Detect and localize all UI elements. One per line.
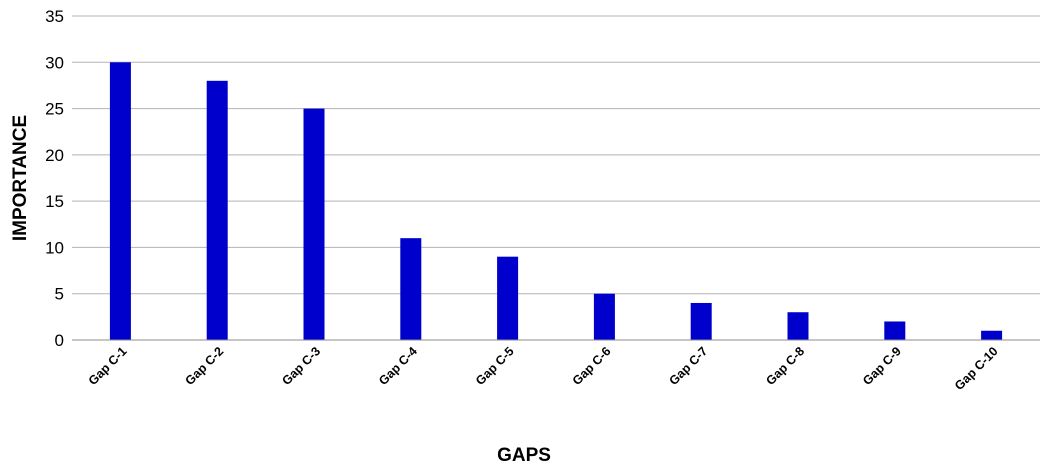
y-tick-label: 35 [45, 7, 64, 26]
x-tick-label: Gap C-7 [667, 344, 711, 388]
bar [400, 238, 422, 340]
y-tick-label: 0 [55, 331, 64, 350]
bar [497, 256, 519, 340]
gridlines [72, 15, 1040, 295]
y-tick-label: 25 [45, 100, 64, 119]
x-axis-title: GAPS [497, 445, 551, 466]
x-tick-label: Gap C-8 [763, 344, 807, 388]
bars [109, 62, 1003, 341]
y-tick-label: 20 [45, 146, 64, 165]
bar [787, 312, 809, 340]
x-tick-label: Gap C-1 [86, 344, 130, 388]
bar [303, 108, 325, 340]
x-tick-label: Gap C-10 [952, 344, 1001, 393]
x-tick-label: Gap C-9 [860, 344, 904, 388]
y-tick-label: 30 [45, 53, 64, 72]
x-tick-label: Gap C-5 [473, 344, 517, 388]
bar [981, 330, 1003, 340]
bar [690, 302, 712, 340]
y-tick-label: 15 [45, 192, 64, 211]
y-tick-label: 10 [45, 238, 64, 257]
bar [109, 62, 131, 341]
bar [206, 80, 228, 341]
x-tick-label: Gap C-4 [376, 344, 420, 388]
x-tick-label: Gap C-2 [183, 344, 227, 388]
bar [593, 293, 615, 340]
x-tick-label: Gap C-6 [570, 344, 614, 388]
bar [884, 321, 906, 340]
x-tick-label: Gap C-3 [279, 344, 323, 388]
x-tick-labels: Gap C-1 Gap C-2 Gap C-3 Gap C-4 Gap C-5 Gap C… [86, 344, 1001, 393]
y-tick-labels: 0 5 10 15 20 25 30 35 [45, 7, 64, 350]
y-axis-title: IMPORTANCE [10, 115, 31, 241]
y-tick-label: 5 [55, 285, 64, 304]
